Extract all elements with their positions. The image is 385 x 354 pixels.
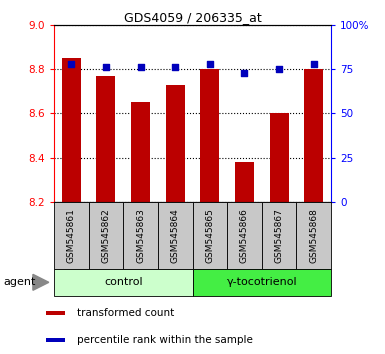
Bar	[270, 113, 289, 202]
Text: GSM545866: GSM545866	[240, 208, 249, 263]
Bar	[123, 202, 158, 269]
Point	[137, 64, 144, 70]
Point	[68, 61, 74, 67]
Point	[276, 66, 282, 72]
Bar	[304, 69, 323, 202]
Bar	[227, 202, 262, 269]
Text: GSM545863: GSM545863	[136, 208, 145, 263]
Point	[207, 61, 213, 67]
Bar	[89, 202, 123, 269]
Bar	[54, 269, 192, 296]
Text: GSM545867: GSM545867	[275, 208, 284, 263]
Bar	[46, 338, 65, 342]
Text: γ-tocotrienol: γ-tocotrienol	[226, 277, 297, 287]
Bar	[46, 311, 65, 315]
Point	[172, 64, 178, 70]
Text: GSM545868: GSM545868	[309, 208, 318, 263]
Point	[311, 61, 317, 67]
Title: GDS4059 / 206335_at: GDS4059 / 206335_at	[124, 11, 261, 24]
Bar	[166, 85, 185, 202]
Text: GSM545861: GSM545861	[67, 208, 76, 263]
Bar	[96, 76, 116, 202]
Bar	[54, 202, 89, 269]
Point	[103, 64, 109, 70]
Text: transformed count: transformed count	[77, 308, 174, 318]
Polygon shape	[33, 274, 49, 290]
Bar	[62, 58, 81, 202]
Text: GSM545864: GSM545864	[171, 208, 180, 263]
Point	[241, 70, 248, 75]
Bar	[192, 202, 227, 269]
Bar	[200, 69, 219, 202]
Bar	[262, 202, 296, 269]
Bar	[192, 269, 331, 296]
Text: agent: agent	[4, 277, 36, 287]
Text: GSM545862: GSM545862	[101, 208, 110, 263]
Text: percentile rank within the sample: percentile rank within the sample	[77, 335, 253, 345]
Text: GSM545865: GSM545865	[205, 208, 214, 263]
Bar	[296, 202, 331, 269]
Bar	[158, 202, 192, 269]
Bar	[235, 162, 254, 202]
Bar	[131, 102, 150, 202]
Text: control: control	[104, 277, 142, 287]
